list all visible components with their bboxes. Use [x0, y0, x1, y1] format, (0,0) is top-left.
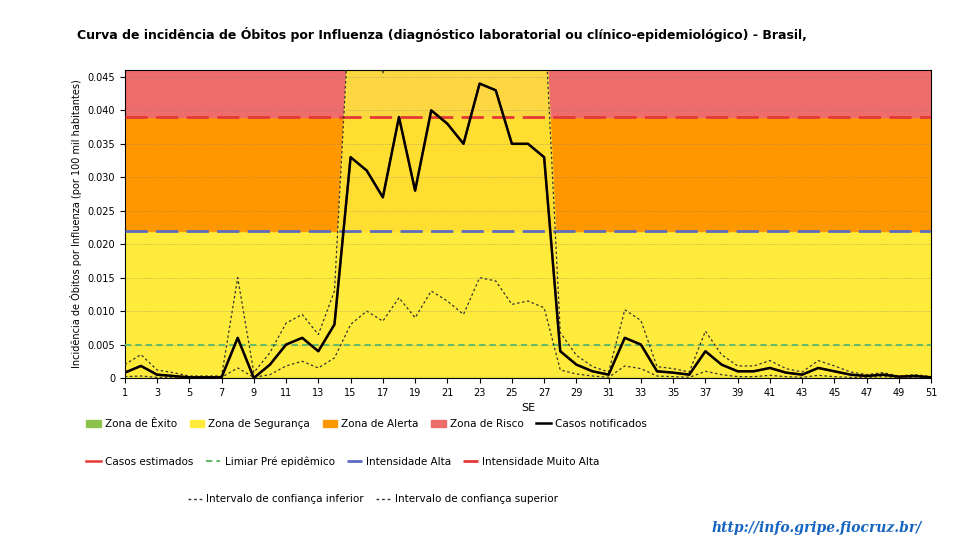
- Legend: Intervalo de confiança inferior, Intervalo de confiança superior: Intervalo de confiança inferior, Interva…: [183, 490, 563, 509]
- Text: Curva de incidência de Óbitos por Influenza (diagnóstico laboratorial ou clínico: Curva de incidência de Óbitos por Influe…: [77, 27, 806, 42]
- Y-axis label: Incidência de Óbitos por Influenza (por 100 mil habitantes): Incidência de Óbitos por Influenza (por …: [70, 80, 82, 368]
- Text: http://info.gripe.fiocruz.br/: http://info.gripe.fiocruz.br/: [711, 521, 922, 535]
- Legend: Casos estimados, Limiar Pré epidêmico, Intensidade Alta, Intensidade Muito Alta: Casos estimados, Limiar Pré epidêmico, I…: [82, 453, 604, 471]
- Legend: Zona de Êxito, Zona de Segurança, Zona de Alerta, Zona de Risco, Casos notificad: Zona de Êxito, Zona de Segurança, Zona d…: [82, 415, 651, 433]
- X-axis label: SE: SE: [521, 403, 535, 413]
